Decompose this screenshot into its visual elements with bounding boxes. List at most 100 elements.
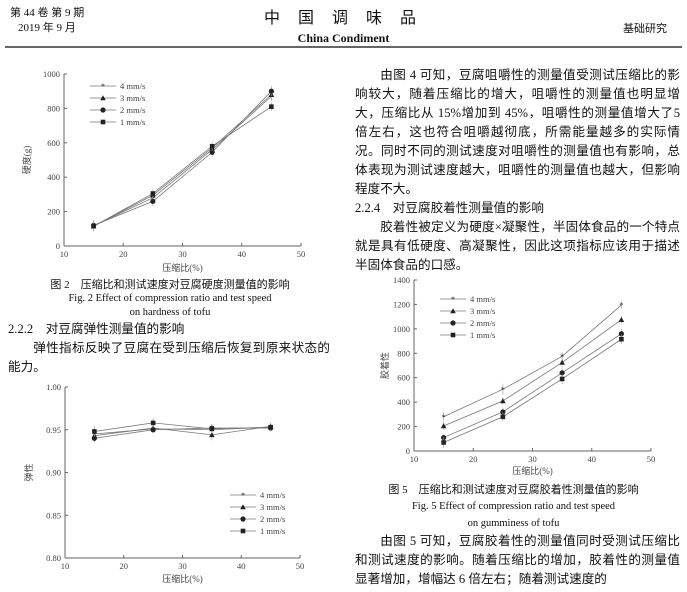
y-tick-label: 0.95 [46,425,61,435]
data-point [91,224,96,229]
x-tick-label: 40 [237,561,246,571]
caption-en-line1: Fig. 5 Effect of compression ratio and t… [340,500,687,514]
x-tick-label: 20 [469,454,478,464]
data-point [560,377,565,382]
springiness-chart: 0.800.850.900.951.001020304050压缩比(%)弹性**… [0,375,340,592]
paragraph-text: 弹性指标反映了豆腐在受到压缩后恢复到原来状态的能力。 [8,339,330,377]
y-tick-label: 0.85 [46,510,61,520]
y-tick-label: 400 [47,172,60,182]
legend-marker [101,120,106,125]
hardness-chart: 020040060080010001020304050压缩比(%)硬度(g)**… [0,60,340,280]
x-tick-label: 30 [178,561,187,571]
paragraph-text: 由图 5 可知，豆腐胶着性的测量值同时受测试压缩比和测试速度的影响。随着压缩比的… [355,532,680,589]
data-point [269,104,274,109]
data-point [500,398,506,403]
data-point [441,423,447,428]
x-tick-label: 50 [296,561,305,571]
legend-marker [241,529,246,534]
x-tick-label: 10 [410,454,419,464]
x-tick-label: 50 [297,249,306,259]
legend-marker: * [241,491,245,500]
x-tick-label: 50 [647,454,656,464]
section-heading-2-2-4: 2.2.4 对豆腐胶着性测量值的影响 [355,199,544,218]
legend-label: 3 mm/s [120,93,145,103]
y-tick-label: 1000 [393,324,410,334]
legend-label: 2 mm/s [120,105,145,115]
y-axis-label: 胶着性 [379,352,390,379]
series-line-1mms [444,339,622,442]
y-tick-label: 0.80 [46,553,61,563]
y-tick-label: 1000 [43,69,60,79]
legend-label: 1 mm/s [120,117,145,127]
gumminess-chart: 020040060080010001200140010 20 30 40 50压缩比(%… [340,270,687,480]
y-tick-label: 600 [397,373,410,383]
legend-marker: * [451,295,455,304]
caption-cn: 图 5 压缩比和测试速度对豆腐胶着性测量值的影响 [340,483,687,497]
journal-title: 中 国 调 味 品 China Condiment [0,4,687,46]
legend-label: 1 mm/s [260,526,285,536]
x-tick-label: 40 [588,454,597,464]
figure-2-caption: 图 2 压缩比和测试速度对豆腐硬度测量值的影响 Fig. 2 Effect of… [0,278,340,320]
paper-page: 第 44 卷 第 9 期 2019 年 9 月 中 国 调 味 品 China … [0,0,687,592]
data-point [441,440,446,445]
legend-marker [451,333,456,338]
legend-label: 1 mm/s [470,330,495,340]
section-name: 基础研究 [623,20,667,36]
y-tick-label: 1200 [393,299,410,309]
y-tick-label: 1.00 [46,382,61,392]
x-tick-label: 40 [238,249,247,259]
y-tick-label: 600 [47,138,60,148]
data-point [151,191,156,196]
data-point [150,199,155,204]
y-tick-label: 0.90 [46,468,61,478]
paragraph: 弹性指标反映了豆腐在受到压缩后恢复到原来状态的能力。 [8,339,330,377]
paragraph-text: 由图 4 可知，豆腐咀嚼性的测量值受测试压缩比的影响较大，随着压缩比的增大，咀嚼… [355,66,680,199]
y-tick-label: 800 [397,348,410,358]
x-tick-label: 30 [528,454,537,464]
y-axis-label: 硬度(g) [21,146,32,175]
caption-cn: 图 2 压缩比和测试速度对豆腐硬度测量值的影响 [0,278,340,292]
legend-label: 3 mm/s [470,306,495,316]
y-tick-label: 200 [47,207,60,217]
legend-label: 4 mm/s [120,81,145,91]
data-point: * [619,301,623,310]
legend-marker [100,107,105,112]
series-line-4mms [94,96,272,225]
x-axis-label: 压缩比(%) [512,465,553,476]
x-axis-label: 压缩比(%) [162,262,203,273]
caption-en-line2: on hardness of tofu [0,306,340,320]
journal-title-en: China Condiment [0,31,687,46]
data-point [92,429,97,434]
journal-title-cn: 中 国 调 味 品 [0,4,687,28]
data-point: * [442,413,446,422]
legend-label: 4 mm/s [470,294,495,304]
y-tick-label: 800 [47,103,60,113]
figure-5-caption: 图 5 压缩比和测试速度对豆腐胶着性测量值的影响 Fig. 5 Effect o… [340,483,687,531]
data-point [268,425,273,430]
x-tick-label: 20 [119,249,128,259]
data-point: * [501,385,505,394]
paragraph: 胶着性被定义为硬度×凝聚性，半固体食品的一个特点就是具有低硬度、高凝聚性，因此这… [355,218,680,275]
paragraph-text: 胶着性被定义为硬度×凝聚性，半固体食品的一个特点就是具有低硬度、高凝聚性，因此这… [355,218,680,275]
caption-en-line2: on gumminess of tofu [340,517,687,531]
paragraph: 由图 4 可知，豆腐咀嚼性的测量值受测试压缩比的影响较大，随着压缩比的增大，咀嚼… [355,66,680,199]
x-tick-label: 20 [120,561,129,571]
data-point [269,89,274,94]
x-tick-label: 30 [178,249,187,259]
data-point [501,415,506,420]
legend-label: 2 mm/s [470,318,495,328]
legend-marker: * [101,82,105,91]
paragraph: 由图 5 可知，豆腐胶着性的测量值同时受测试压缩比和测试速度的影响。随着压缩比的… [355,532,680,589]
legend-marker [450,320,455,325]
header-rule [5,46,682,48]
section-heading-2-2-2: 2.2.2 对豆腐弹性测量值的影响 [8,320,184,339]
data-point [210,427,215,432]
data-point [151,421,156,426]
y-tick-label: 200 [397,422,410,432]
series-line-2mms [444,334,622,438]
x-tick-label: 10 [61,561,70,571]
legend-label: 4 mm/s [260,490,285,500]
data-point [619,317,625,322]
y-tick-label: 1400 [393,275,410,285]
legend-marker [240,516,245,521]
